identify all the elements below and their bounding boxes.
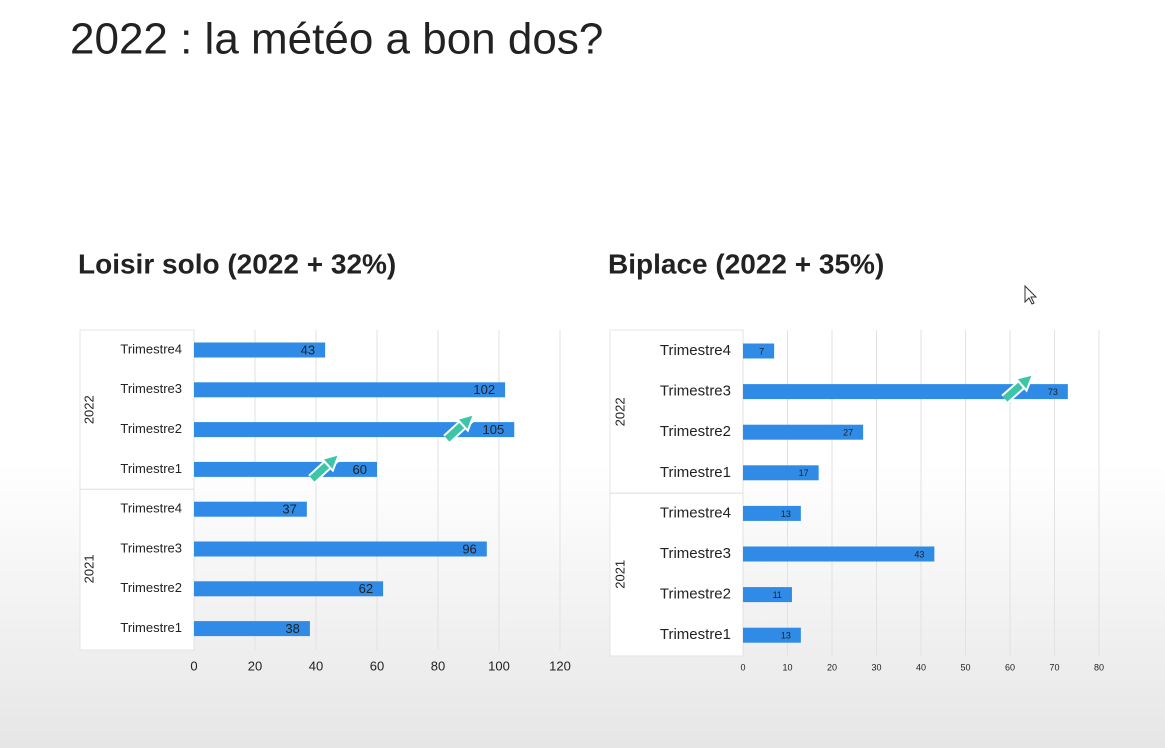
value-label: 102 bbox=[473, 382, 495, 397]
y-tick-label: Trimestre1 bbox=[660, 464, 731, 481]
y-tick-label: Trimestre4 bbox=[660, 504, 731, 521]
bar bbox=[194, 501, 307, 517]
bar bbox=[194, 541, 487, 557]
bar bbox=[194, 422, 515, 438]
x-tick-label: 60 bbox=[370, 658, 384, 673]
arrow-head bbox=[455, 412, 476, 433]
x-tick-label: 30 bbox=[871, 662, 881, 672]
chart-title: Biplace (2022 + 35%) bbox=[608, 248, 884, 279]
x-tick-label: 40 bbox=[916, 662, 926, 672]
value-label: 38 bbox=[285, 621, 299, 636]
bar bbox=[743, 424, 864, 440]
y-tick-label: Trimestre4 bbox=[120, 501, 182, 516]
bar bbox=[194, 581, 384, 597]
bar bbox=[194, 382, 506, 398]
group-label: 2022 bbox=[81, 395, 96, 424]
y-tick-label: Trimestre2 bbox=[660, 586, 731, 603]
x-tick-label: 60 bbox=[1005, 662, 1015, 672]
arrow-head bbox=[320, 452, 341, 473]
x-tick-label: 20 bbox=[248, 658, 262, 673]
bar bbox=[743, 627, 801, 643]
y-tick-label: Trimestre1 bbox=[120, 461, 182, 476]
bar bbox=[194, 461, 377, 477]
x-tick-label: 0 bbox=[190, 658, 197, 673]
value-label: 13 bbox=[781, 509, 791, 519]
bar bbox=[743, 343, 775, 359]
y-tick-label: Trimestre3 bbox=[660, 383, 731, 400]
y-tick-label: Trimestre2 bbox=[120, 421, 182, 436]
y-tick-label: Trimestre3 bbox=[120, 381, 182, 396]
bar bbox=[743, 465, 819, 481]
value-label: 96 bbox=[462, 541, 476, 556]
y-tick-label: Trimestre3 bbox=[660, 545, 731, 562]
x-tick-label: 50 bbox=[960, 662, 970, 672]
cursor bbox=[1024, 284, 1038, 305]
chart-title: Loisir solo (2022 + 32%) bbox=[78, 248, 396, 279]
slide-title: 2022 : la météo a bon dos? bbox=[70, 15, 603, 64]
x-tick-label: 40 bbox=[309, 658, 323, 673]
x-tick-label: 80 bbox=[431, 658, 445, 673]
y-tick-label: Trimestre1 bbox=[120, 620, 182, 635]
value-label: 7 bbox=[759, 346, 764, 356]
y-tick-label: Trimestre1 bbox=[660, 626, 731, 643]
bar bbox=[743, 587, 792, 603]
value-label: 27 bbox=[843, 428, 853, 438]
value-label: 62 bbox=[359, 581, 373, 596]
bar bbox=[743, 546, 935, 562]
bar bbox=[194, 342, 326, 358]
value-label: 60 bbox=[353, 462, 367, 477]
x-tick-label: 0 bbox=[740, 662, 745, 672]
value-label: 105 bbox=[483, 422, 505, 437]
x-tick-label: 100 bbox=[488, 658, 510, 673]
group-label: 2022 bbox=[612, 397, 627, 426]
label-panel bbox=[79, 329, 195, 651]
y-tick-label: Trimestre2 bbox=[120, 580, 182, 595]
group-label: 2021 bbox=[81, 554, 96, 583]
x-tick-label: 120 bbox=[549, 658, 571, 673]
bar bbox=[194, 621, 310, 637]
x-tick-label: 20 bbox=[827, 662, 837, 672]
value-label: 37 bbox=[282, 502, 296, 517]
value-label: 73 bbox=[1048, 387, 1058, 397]
x-tick-label: 10 bbox=[782, 662, 792, 672]
y-tick-label: Trimestre2 bbox=[660, 423, 731, 440]
value-label: 11 bbox=[773, 590, 782, 600]
x-tick-label: 70 bbox=[1049, 662, 1059, 672]
y-tick-label: Trimestre3 bbox=[120, 540, 182, 555]
group-label: 2021 bbox=[612, 560, 627, 589]
arrow-head bbox=[1014, 372, 1035, 393]
value-label: 13 bbox=[781, 631, 791, 641]
x-tick-label: 80 bbox=[1094, 662, 1104, 672]
bar bbox=[743, 384, 1068, 400]
value-label: 43 bbox=[301, 342, 315, 357]
bar bbox=[743, 505, 801, 521]
value-label: 17 bbox=[799, 468, 809, 478]
value-label: 43 bbox=[914, 549, 924, 559]
y-tick-label: Trimestre4 bbox=[660, 342, 731, 359]
y-tick-label: Trimestre4 bbox=[120, 341, 182, 356]
